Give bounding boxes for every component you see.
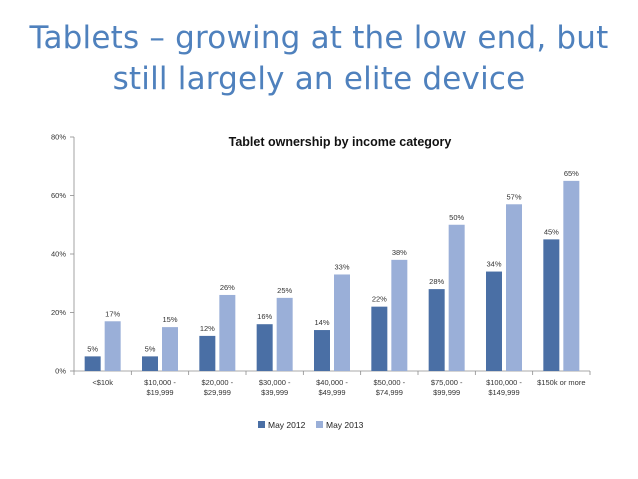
bar-may-2013 bbox=[391, 259, 408, 371]
legend-swatch-may-2013 bbox=[316, 421, 323, 428]
bar-may-2013 bbox=[563, 180, 580, 371]
bar-may-2012 bbox=[428, 289, 445, 371]
bar-may-2012 bbox=[199, 335, 216, 371]
x-category-label: $49,999 bbox=[318, 388, 345, 397]
bar-may-2012 bbox=[314, 330, 330, 371]
x-category-label: $19,999 bbox=[146, 388, 173, 397]
data-label-may-2012: 22% bbox=[372, 295, 387, 304]
bar-may-2012 bbox=[256, 324, 273, 371]
bar-may-2012 bbox=[84, 356, 101, 371]
y-tick-label: 60% bbox=[51, 191, 66, 200]
bar-may-2012 bbox=[543, 239, 560, 371]
data-label-may-2013: 25% bbox=[277, 286, 292, 295]
legend-swatch-may-2012 bbox=[258, 421, 265, 428]
x-category-label: $40,000 - bbox=[316, 378, 348, 387]
data-label-may-2012: 5% bbox=[145, 344, 156, 353]
data-label-may-2013: 57% bbox=[506, 192, 521, 201]
bar-may-2013 bbox=[448, 224, 465, 371]
data-label-may-2013: 33% bbox=[334, 262, 349, 271]
data-label-may-2013: 50% bbox=[449, 213, 464, 222]
x-category-label: $99,999 bbox=[433, 388, 460, 397]
data-label-may-2012: 28% bbox=[429, 277, 444, 286]
slide-title-line-1: Tablets – growing at the low end, but bbox=[29, 20, 609, 56]
bar-may-2013 bbox=[334, 274, 350, 371]
chart-title: Tablet ownership by income category bbox=[229, 135, 452, 149]
slide-title-line-2: still largely an elite device bbox=[112, 61, 526, 97]
data-label-may-2012: 16% bbox=[257, 312, 272, 321]
legend-label-may-2013: May 2013 bbox=[326, 420, 364, 430]
legend-label-may-2012: May 2012 bbox=[268, 420, 306, 430]
data-label-may-2013: 65% bbox=[564, 169, 579, 178]
y-tick-label: 80% bbox=[51, 133, 66, 142]
bar-may-2013 bbox=[162, 327, 178, 371]
x-category-label: $150k or more bbox=[537, 378, 585, 387]
data-label-may-2012: 5% bbox=[87, 344, 98, 353]
data-label-may-2012: 45% bbox=[544, 227, 559, 236]
bar-may-2012 bbox=[486, 271, 502, 371]
x-category-label: <$10k bbox=[92, 378, 113, 387]
x-category-label: $39,999 bbox=[261, 388, 288, 397]
bar-may-2013 bbox=[506, 204, 522, 371]
bar-may-2013 bbox=[219, 294, 236, 371]
x-category-label: $100,000 - bbox=[486, 378, 522, 387]
x-category-label: $50,000 - bbox=[373, 378, 405, 387]
slide-title: Tablets – growing at the low end, but st… bbox=[0, 18, 638, 100]
x-category-label: $75,000 - bbox=[431, 378, 463, 387]
bar-may-2012 bbox=[142, 356, 158, 371]
x-category-label: $74,999 bbox=[376, 388, 403, 397]
data-label-may-2013: 38% bbox=[392, 248, 407, 257]
y-tick-label: 40% bbox=[51, 250, 66, 259]
x-category-label: $29,999 bbox=[204, 388, 231, 397]
data-label-may-2012: 34% bbox=[486, 260, 501, 269]
x-category-label: $20,000 - bbox=[201, 378, 233, 387]
x-category-label: $10,000 - bbox=[144, 378, 176, 387]
data-label-may-2013: 15% bbox=[162, 315, 177, 324]
data-label-may-2013: 26% bbox=[220, 283, 235, 292]
bar-may-2013 bbox=[276, 297, 293, 371]
bar-may-2013 bbox=[104, 321, 121, 371]
bar-may-2012 bbox=[371, 306, 388, 371]
y-tick-label: 0% bbox=[55, 367, 66, 376]
x-category-label: $30,000 - bbox=[259, 378, 291, 387]
data-label-may-2012: 14% bbox=[314, 318, 329, 327]
data-label-may-2012: 12% bbox=[200, 324, 215, 333]
x-category-label: $149,999 bbox=[488, 388, 519, 397]
y-tick-label: 20% bbox=[51, 308, 66, 317]
data-label-may-2013: 17% bbox=[105, 309, 120, 318]
